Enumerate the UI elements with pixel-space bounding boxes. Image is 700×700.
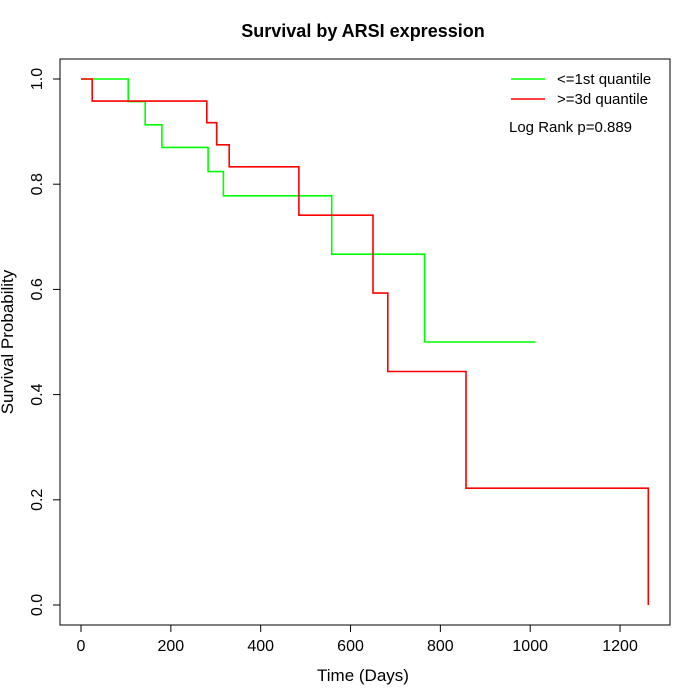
x-axis: 0 200 400 600 800 1000 1200 [77, 624, 638, 655]
x-tick-label: 1200 [602, 638, 638, 655]
y-tick-label: 0.4 [29, 383, 46, 405]
y-axis-label: Survival Probability [0, 269, 17, 414]
x-tick-label: 600 [337, 638, 364, 655]
y-tick-label: 0.2 [29, 489, 46, 511]
x-tick-label: 1000 [512, 638, 548, 655]
x-tick-label: 200 [157, 638, 184, 655]
series-line-1 [81, 78, 650, 605]
y-tick-label: 0.8 [29, 173, 46, 195]
y-axis: 0.0 0.2 0.4 0.6 0.8 1.0 [29, 68, 61, 616]
legend-label: <=1st quantile [557, 71, 651, 88]
legend: <=1st quantile >=3d quantile [511, 71, 651, 108]
survival-curves [81, 78, 650, 605]
chart-title: Survival by ARSI expression [241, 21, 484, 41]
y-tick-label: 0.0 [29, 594, 46, 616]
x-tick-label: 400 [247, 638, 274, 655]
y-tick-label: 1.0 [29, 68, 46, 90]
x-tick-label: 800 [427, 638, 454, 655]
x-tick-label: 0 [77, 638, 86, 655]
x-axis-label: Time (Days) [317, 666, 409, 685]
legend-label: >=3d quantile [557, 91, 648, 108]
log-rank-annotation: Log Rank p=0.889 [509, 119, 632, 136]
y-tick-label: 0.6 [29, 278, 46, 300]
